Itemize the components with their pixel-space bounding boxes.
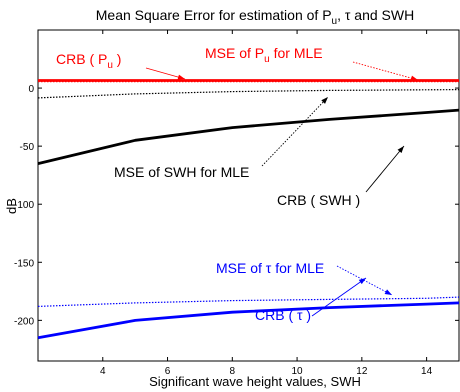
annotation-crb_tau: CRB ( τ ) xyxy=(255,307,311,323)
annotation-arrowhead-mse_swh xyxy=(321,97,328,104)
x-tick-label: 6 xyxy=(165,366,171,377)
annotation-crb_pu-part: CRB ( P xyxy=(56,51,107,67)
annotation-arrow-mse_pu xyxy=(352,61,419,81)
annotation-arrows xyxy=(145,61,419,317)
annotation-arrowhead-mse_pu xyxy=(410,75,418,81)
series-line-4 xyxy=(37,296,460,307)
annotation-crb_swh: CRB ( SWH ) xyxy=(277,192,360,208)
plot-area: 4 6 8 10 12 140-50-100-150-200 CRB ( Pu ) MSE … xyxy=(14,29,460,377)
chart-title-rest: , τ and SWH xyxy=(337,7,414,23)
y-tick-label: -50 xyxy=(20,142,35,153)
annotation-mse_pu: MSE of Pu for MLE xyxy=(205,45,323,65)
x-tick-label: 4 xyxy=(100,366,106,377)
annotation-arrowhead-crb_swh xyxy=(397,146,404,154)
annotation-crb_tau-part: CRB ( τ ) xyxy=(255,307,311,323)
y-axis-label: dB xyxy=(4,198,19,214)
annotation-arrow-mse_swh xyxy=(261,96,329,167)
series-layer xyxy=(37,79,460,340)
series-line-3 xyxy=(37,108,460,165)
x-tick-label: 12 xyxy=(356,366,368,377)
x-tick-label: 8 xyxy=(230,366,236,377)
annotation-arrowhead-mse_tau xyxy=(384,289,392,295)
annotation-crb_pu: CRB ( Pu ) xyxy=(56,51,121,71)
axis-ticks: 4 6 8 10 12 14 0 -50 -100 -150 -200 xyxy=(14,30,459,377)
y-tick-label: -100 xyxy=(14,200,34,211)
annotation-mse_swh: MSE of SWH for MLE xyxy=(114,164,249,180)
chart-title: Mean Square Error for estimation of Pu, … xyxy=(96,7,414,27)
annotation-arrow-mse_tau xyxy=(336,265,393,296)
y-tick-label: 0 xyxy=(28,84,34,95)
y-tick-label: -150 xyxy=(14,258,34,269)
annotation-mse_pu-part: MSE of P xyxy=(205,45,264,61)
annotation-mse_tau: MSE of τ for MLE xyxy=(216,260,324,276)
annotation-arrow-crb_tau xyxy=(311,277,367,317)
series-line-2 xyxy=(37,89,460,99)
y-tick-label: -200 xyxy=(14,316,34,327)
x-axis-label: Significant wave height values, SWH xyxy=(149,374,361,389)
annotation-mse_swh-part: MSE of SWH for MLE xyxy=(114,164,249,180)
annotation-arrowhead-crb_pu xyxy=(177,74,185,80)
annotation-mse_pu-part: for MLE xyxy=(270,45,323,61)
annotation-crb_pu-part: u xyxy=(107,60,113,71)
annotation-crb_swh-part: CRB ( SWH ) xyxy=(277,192,360,208)
chart-title-main: Mean Square Error for estimation of P xyxy=(96,7,332,23)
chart-title-subscript: u xyxy=(332,16,338,27)
annotation-arrow-crb_swh xyxy=(365,145,405,193)
annotation-mse_tau-part: MSE of τ for MLE xyxy=(216,260,324,276)
x-tick-label: 10 xyxy=(292,366,304,377)
annotation-crb_pu-part: ) xyxy=(113,51,122,67)
x-tick-label: 14 xyxy=(421,366,433,377)
annotation-arrowhead-crb_tau xyxy=(358,278,366,285)
annotation-mse_pu-part: u xyxy=(264,54,270,65)
series-line-5 xyxy=(37,301,460,340)
axes-frame xyxy=(37,29,460,362)
